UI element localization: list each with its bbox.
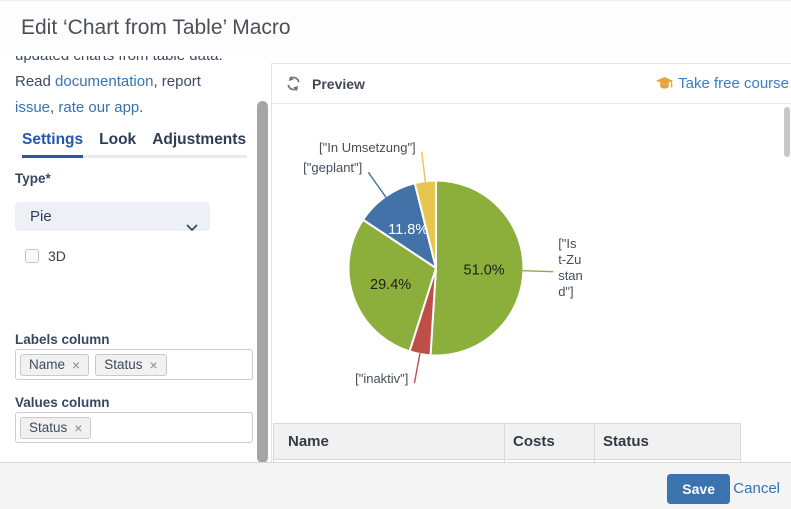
intro-line-3: issue, rate our app. bbox=[15, 99, 144, 116]
refresh-preview-button[interactable] bbox=[285, 75, 302, 92]
preview-header: Preview Take free course bbox=[272, 64, 791, 104]
rate-our-app-link[interactable]: rate our app bbox=[58, 99, 140, 116]
settings-panel: updated charts from table data. Read doc… bbox=[0, 56, 271, 463]
values-column-label: Values column bbox=[15, 395, 110, 410]
pie-category-label: ["geplant"] bbox=[303, 160, 363, 176]
tab-bar: Settings Look Adjustments bbox=[22, 131, 246, 158]
column-header-name: Name bbox=[273, 423, 505, 460]
intro-line-1: updated charts from table data. bbox=[15, 56, 261, 69]
pie-svg: 51.0% 29.4% 11.8% bbox=[347, 151, 554, 384]
preview-scrollbar[interactable] bbox=[784, 107, 790, 157]
type-field-label: Type* bbox=[15, 171, 51, 186]
pie-percent-label: 51.0% bbox=[464, 263, 505, 279]
chevron-down-icon bbox=[186, 213, 198, 242]
pie-category-label: ["inaktiv"] bbox=[355, 371, 409, 387]
remove-tag-icon[interactable]: × bbox=[149, 356, 158, 373]
pie-slice-3 bbox=[347, 218, 437, 353]
refresh-icon bbox=[287, 75, 300, 92]
table-header-row: Name Costs Status bbox=[273, 423, 741, 460]
pie-percent-label: 11.8% bbox=[388, 222, 428, 238]
tab-look[interactable]: Look bbox=[99, 131, 137, 148]
issue-link[interactable]: issue bbox=[15, 99, 51, 116]
remove-tag-icon[interactable]: × bbox=[72, 356, 81, 373]
tab-adjustments[interactable]: Adjustments bbox=[152, 131, 247, 148]
threed-option-row: 3D bbox=[25, 248, 66, 264]
pie-percent-label: 29.4% bbox=[370, 277, 411, 293]
threed-label: 3D bbox=[48, 248, 66, 264]
column-header-status: Status bbox=[594, 423, 741, 460]
documentation-link[interactable]: documentation bbox=[55, 73, 154, 90]
save-button[interactable]: Save bbox=[667, 474, 730, 504]
intro-text: updated charts from table data. Read doc… bbox=[15, 56, 261, 121]
labels-tag-status: Status × bbox=[95, 353, 167, 376]
labels-column-label: Labels column bbox=[15, 332, 110, 347]
labels-tag-name: Name × bbox=[20, 353, 90, 376]
dialog-header: Edit ‘Chart from Table’ Macro bbox=[0, 1, 791, 56]
pie-leader-line bbox=[367, 171, 387, 198]
pie-leader-line bbox=[522, 270, 554, 273]
preview-title: Preview bbox=[312, 75, 365, 92]
pie-chart: 51.0% 29.4% 11.8% ["Is t-Zu stan d"] ["inaktiv"… bbox=[272, 105, 790, 423]
table-row bbox=[273, 459, 741, 463]
preview-data-table: Name Costs Status bbox=[273, 423, 741, 463]
labels-column-input[interactable]: Name × Status × bbox=[15, 349, 253, 380]
remove-tag-icon[interactable]: × bbox=[74, 419, 83, 436]
pie-category-label: ["In Umsetzung"] bbox=[319, 139, 416, 155]
intro-line-2: Read documentation, report bbox=[15, 73, 201, 90]
graduation-cap-icon bbox=[656, 76, 674, 89]
pie-category-label: ["Is t-Zu stan d"] bbox=[558, 235, 583, 299]
pie-leader-line bbox=[413, 352, 421, 384]
tab-settings[interactable]: Settings bbox=[22, 131, 84, 158]
threed-checkbox[interactable] bbox=[25, 249, 39, 263]
chart-type-selected-value: Pie bbox=[30, 208, 52, 225]
dialog-title: Edit ‘Chart from Table’ Macro bbox=[21, 16, 291, 39]
values-column-input[interactable]: Status × bbox=[15, 412, 253, 443]
values-tag-status: Status × bbox=[20, 416, 92, 439]
pie-leader-line bbox=[421, 151, 427, 183]
chart-type-select[interactable]: Pie bbox=[15, 202, 210, 231]
dialog-footer: Save Cancel bbox=[0, 462, 791, 509]
preview-panel: Preview Take free course 51.0% 29.4% 11.8%… bbox=[271, 63, 791, 463]
take-free-course-link[interactable]: Take free course bbox=[656, 75, 789, 92]
settings-panel-scrollbar[interactable] bbox=[257, 101, 268, 463]
cancel-link[interactable]: Cancel bbox=[733, 480, 780, 497]
column-header-costs: Costs bbox=[504, 423, 595, 460]
dialog-body: updated charts from table data. Read doc… bbox=[0, 56, 791, 463]
tabs-underline-track bbox=[22, 155, 247, 158]
